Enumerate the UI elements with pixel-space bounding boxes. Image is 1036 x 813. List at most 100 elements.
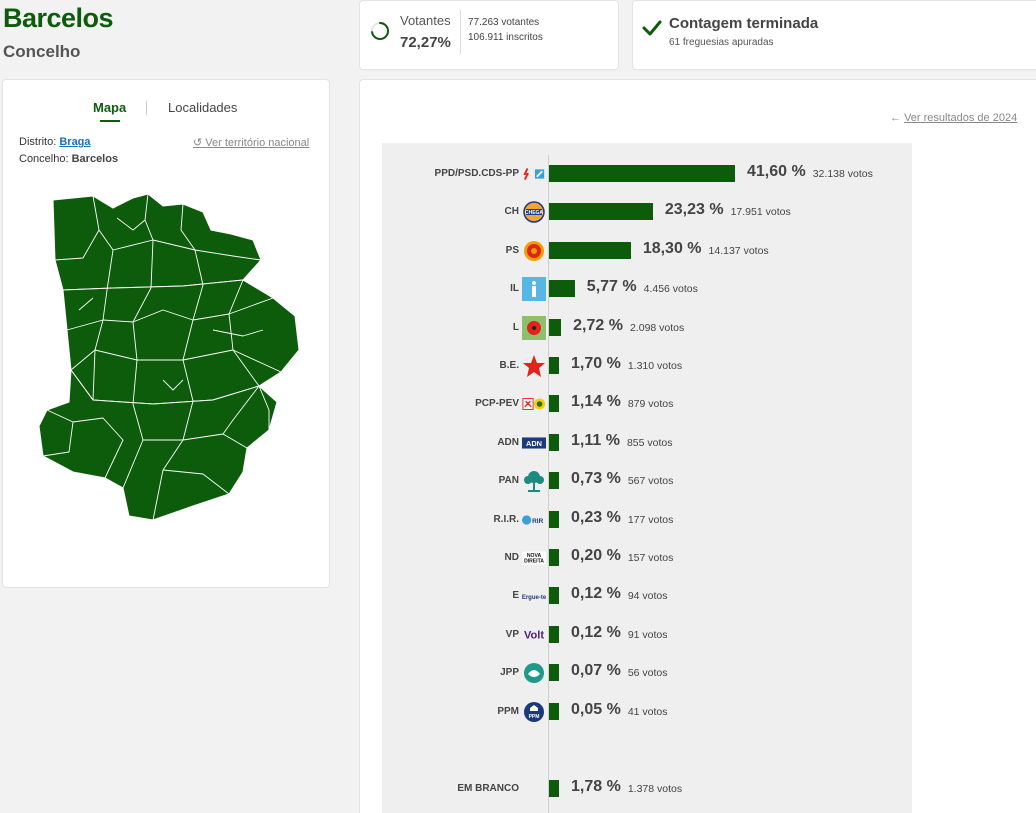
council-label: Concelho: <box>19 153 69 165</box>
result-bar <box>549 433 559 451</box>
result-row[interactable]: PPD/PSD.CDS-PP 41,60 % 32.138 votos <box>382 162 1022 186</box>
party-name: EM BRANCO <box>457 783 519 794</box>
result-percent: 0,73 % <box>571 470 621 488</box>
svg-text:ADN: ADN <box>526 439 542 448</box>
party-name: VP <box>505 628 519 640</box>
turnout-registered: 106.911 inscritos <box>468 32 543 43</box>
tab-active-indicator <box>100 120 120 122</box>
turnout-label: Votantes <box>400 13 451 28</box>
result-bar <box>549 241 631 259</box>
result-bar <box>549 203 653 221</box>
results-card: ← Ver resultados de 2024 PPD/PSD.CDS-PP 4… <box>359 79 1036 813</box>
result-percent: 0,05 % <box>571 700 621 718</box>
result-percent: 23,23 % <box>664 201 724 219</box>
party-name: PPM <box>497 705 519 717</box>
result-percent: 1,11 % <box>571 431 620 449</box>
result-row[interactable]: ADN ADN 1,11 % 855 votos <box>382 431 1022 455</box>
map-parish-north[interactable] <box>52 193 262 291</box>
svg-text:CHEGA: CHEGA <box>525 210 543 216</box>
result-votes: 94 votos <box>627 590 668 603</box>
ps-logo <box>522 239 546 263</box>
district-link[interactable]: Braga <box>59 136 91 148</box>
undo-icon: ↺ <box>193 137 203 149</box>
result-votes: 56 votos <box>627 667 668 680</box>
rir-logo: RIR <box>522 508 546 532</box>
result-row[interactable]: ND NOVA DIREITA 0,20 % 157 votos <box>382 546 1022 570</box>
result-votes: 157 votos <box>627 552 674 564</box>
result-votes: 4.456 votos <box>643 283 698 296</box>
result-votes: 32.138 votos <box>812 168 873 180</box>
party-name: CH <box>504 206 519 218</box>
result-bar <box>549 780 559 797</box>
page-title: Barcelos <box>3 3 114 33</box>
party-name: IL <box>510 283 519 295</box>
result-row[interactable]: E Ergue-te 0,12 % 94 votos <box>382 584 1022 608</box>
result-bar <box>549 318 562 336</box>
party-name: ND <box>504 552 519 563</box>
turnout-voters: 77.263 votantes <box>468 17 540 28</box>
chart-axis <box>548 155 549 813</box>
svg-text:NOVA: NOVA <box>527 553 542 559</box>
party-name: R.I.R. <box>493 513 519 525</box>
result-row[interactable]: VP Volt 0,12 % 91 votos <box>382 623 1022 647</box>
ppm-logo: PPM <box>522 700 546 724</box>
arrow-left-icon: ← <box>890 112 901 124</box>
result-row[interactable]: CH CHEGA 23,23 % 17.951 votos <box>382 200 1022 224</box>
result-bar <box>549 549 559 566</box>
result-row[interactable]: IL 5,77 % 4.456 votos <box>382 277 1022 302</box>
result-row[interactable]: EM BRANCO 1,78 % 1.378 votos <box>382 777 1022 801</box>
result-votes: 1.378 votos <box>627 783 683 795</box>
result-row[interactable]: B.E. 1,70 % 1.310 votos <box>382 354 1022 378</box>
result-bar <box>549 664 559 682</box>
result-row[interactable]: PAN 0,73 % 567 votos <box>382 469 1022 493</box>
national-territory-link[interactable]: ↺ Ver território nacional <box>193 136 309 149</box>
result-row[interactable]: PCP-PEV 1,14 % 879 votos <box>382 392 1022 416</box>
district-line: Distrito: Braga <box>19 136 91 148</box>
party-name: PS <box>505 244 519 256</box>
result-bar <box>549 625 559 643</box>
party-name: PCP-PEV <box>475 398 519 410</box>
result-percent: 0,20 % <box>571 547 621 564</box>
party-name: PAN <box>498 475 519 487</box>
volt-logo: Volt <box>522 623 546 647</box>
be-logo <box>522 354 546 378</box>
svg-text:Volt: Volt <box>524 629 544 641</box>
adn-logo: ADN <box>522 431 546 455</box>
result-row[interactable]: L 2,72 % 2.098 votos <box>382 315 1022 340</box>
pcp-pev-logo <box>522 392 546 416</box>
turnout-card: Votantes 72,27% 77.263 votantes 106.911 … <box>359 0 619 70</box>
result-row[interactable]: PPM PPM 0,05 % 41 votos <box>382 700 1022 724</box>
result-percent: 1,78 % <box>571 778 621 795</box>
tab-map[interactable]: Mapa <box>93 100 127 115</box>
municipality-map[interactable] <box>33 190 303 530</box>
council-value: Barcelos <box>71 153 119 165</box>
result-row[interactable]: R.I.R. RIR 0,23 % 177 votos <box>382 508 1022 532</box>
chega-logo: CHEGA <box>522 200 546 224</box>
psd-cds-logo <box>522 162 546 186</box>
party-name: JPP <box>500 667 519 679</box>
turnout-divider <box>460 10 461 54</box>
result-percent: 1,14 % <box>571 393 621 411</box>
result-percent: 41,60 % <box>747 163 806 180</box>
result-row[interactable]: JPP 0,07 % 56 votos <box>382 661 1022 685</box>
map-parish-south[interactable] <box>38 368 278 521</box>
result-votes: 14.137 votos <box>708 244 769 257</box>
result-bar <box>549 702 559 720</box>
party-name: L <box>512 321 519 333</box>
counting-subtitle: 61 freguesias apuradas <box>669 37 774 48</box>
svg-text:PPM: PPM <box>529 714 540 720</box>
tab-places[interactable]: Localidades <box>168 100 238 115</box>
turnout-ring-icon <box>371 22 389 40</box>
svg-text:Ergue-te: Ergue-te <box>522 595 546 601</box>
svg-text:DIREITA: DIREITA <box>524 559 544 565</box>
result-row[interactable]: PS 18,30 % 14.137 votos <box>382 239 1022 263</box>
check-icon <box>642 20 662 36</box>
party-name: ADN <box>497 436 519 448</box>
map-parish-center[interactable] <box>62 279 300 405</box>
result-percent: 0,07 % <box>571 662 621 680</box>
previous-results-link[interactable]: ← Ver resultados de 2024 <box>890 112 1017 124</box>
result-votes: 2.098 votos <box>629 321 685 334</box>
district-label: Distrito: <box>19 136 57 148</box>
result-bar <box>549 165 735 182</box>
chart-background <box>382 143 912 813</box>
